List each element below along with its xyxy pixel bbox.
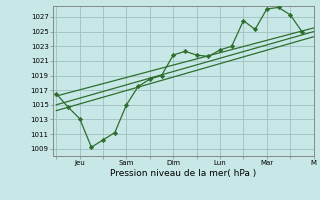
X-axis label: Pression niveau de la mer( hPa ): Pression niveau de la mer( hPa ) — [110, 169, 256, 178]
